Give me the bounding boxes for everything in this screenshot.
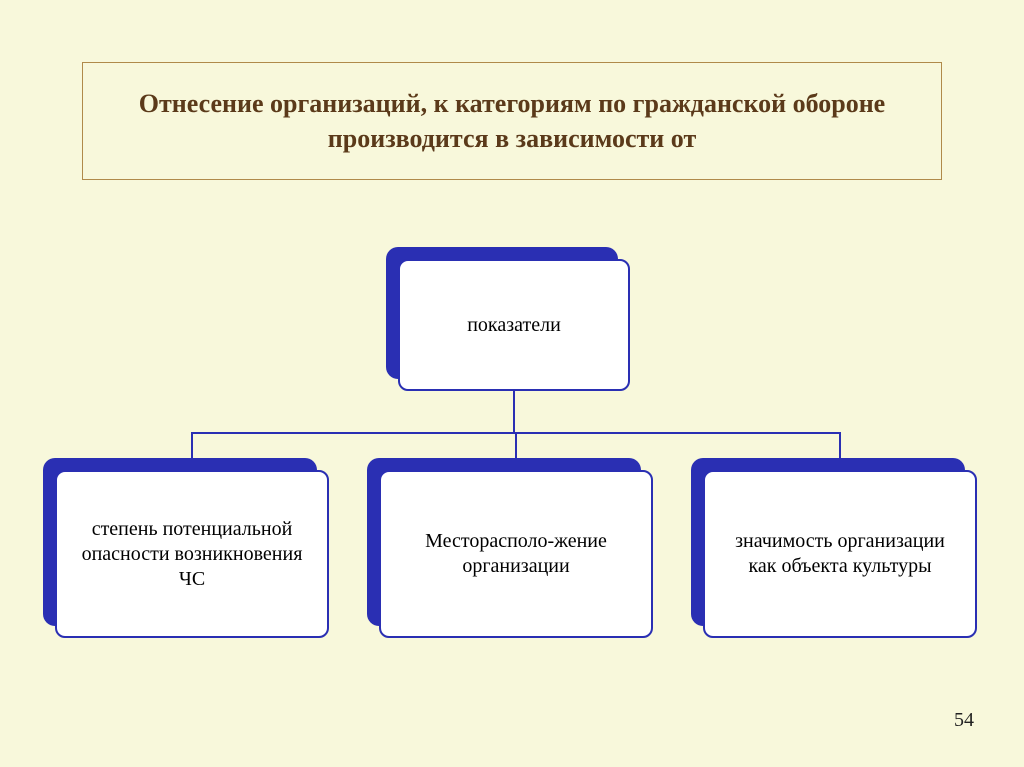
node-box: значимость организации как объекта культ… — [703, 470, 977, 638]
tree-node-c2: Месторасполо-жение организации — [367, 458, 653, 638]
title-box: Отнесение организаций, к категориям по г… — [82, 62, 942, 180]
node-label: Месторасполо-жение организации — [395, 529, 637, 579]
title-text: Отнесение организаций, к категориям по г… — [83, 86, 941, 156]
node-box: показатели — [398, 259, 630, 391]
node-label: значимость организации как объекта культ… — [719, 529, 961, 579]
node-label: показатели — [467, 313, 561, 338]
tree-node-c3: значимость организации как объекта культ… — [691, 458, 977, 638]
node-box: степень потенциальной опасности возникно… — [55, 470, 329, 638]
node-label: степень потенциальной опасности возникно… — [71, 517, 313, 592]
node-box: Месторасполо-жение организации — [379, 470, 653, 638]
tree-node-c1: степень потенциальной опасности возникно… — [43, 458, 329, 638]
slide-page: Отнесение организаций, к категориям по г… — [0, 0, 1024, 767]
tree-node-root: показатели — [386, 247, 630, 391]
page-number: 54 — [954, 709, 974, 732]
